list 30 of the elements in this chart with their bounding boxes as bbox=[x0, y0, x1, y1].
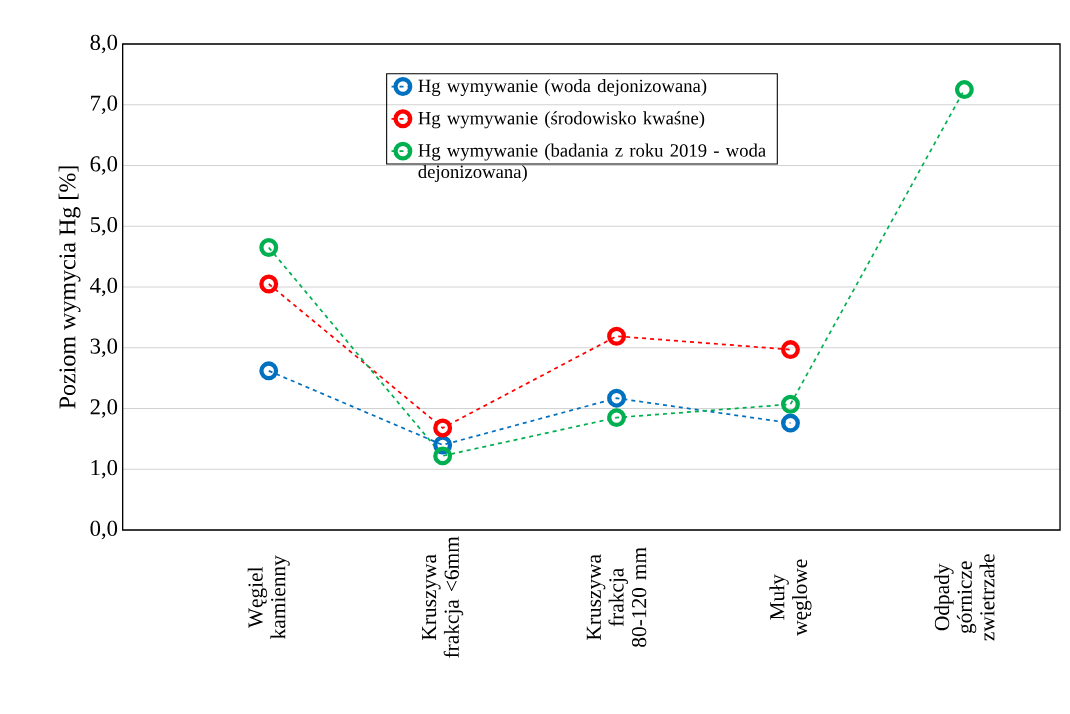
x-tick-label: Węgiel kamienny bbox=[247, 555, 290, 639]
point bbox=[954, 80, 974, 100]
y-tick-label: 6,0 bbox=[90, 156, 118, 175]
y-tick-label: 5,0 bbox=[90, 216, 118, 236]
x-tick-label: Odpady górnicze zwietrzałe bbox=[934, 554, 995, 641]
point bbox=[781, 394, 800, 414]
y-tick-label: 4,0 bbox=[90, 277, 118, 297]
y-tick-label: 7,0 bbox=[91, 95, 118, 115]
y-tick-label: 2,0 bbox=[90, 399, 118, 418]
x-tick-label: Kruszywa frakcja <6mm bbox=[422, 536, 464, 658]
point bbox=[781, 413, 800, 433]
point bbox=[433, 418, 453, 438]
y-tick-label: 1,0 bbox=[91, 459, 118, 479]
point bbox=[781, 340, 800, 360]
point bbox=[259, 361, 279, 381]
y-tick-label: 8,0 bbox=[90, 34, 118, 54]
x-tick-label: Muły węglowe bbox=[769, 559, 812, 636]
legend-label: Hg wymywanie (badania z roku 2019 - woda dejonizowana) bbox=[418, 143, 766, 182]
point bbox=[259, 274, 279, 294]
legend-label: Hg wymywanie (woda dejonizowana) bbox=[418, 79, 707, 97]
y-tick-label: 3,0 bbox=[90, 338, 118, 358]
legend-label: Hg wymywanie (środowisko kwaśne) bbox=[418, 111, 705, 129]
x-tick-label: Kruszywa frakcja 80-120 mm bbox=[586, 547, 647, 647]
point bbox=[259, 238, 279, 257]
point bbox=[433, 446, 453, 466]
point bbox=[607, 388, 627, 408]
y-axis-title: Poziom wymycia Hg [%] bbox=[58, 166, 81, 409]
point bbox=[607, 408, 627, 428]
y-tick-label: 0,0 bbox=[90, 520, 118, 540]
point bbox=[607, 326, 627, 346]
